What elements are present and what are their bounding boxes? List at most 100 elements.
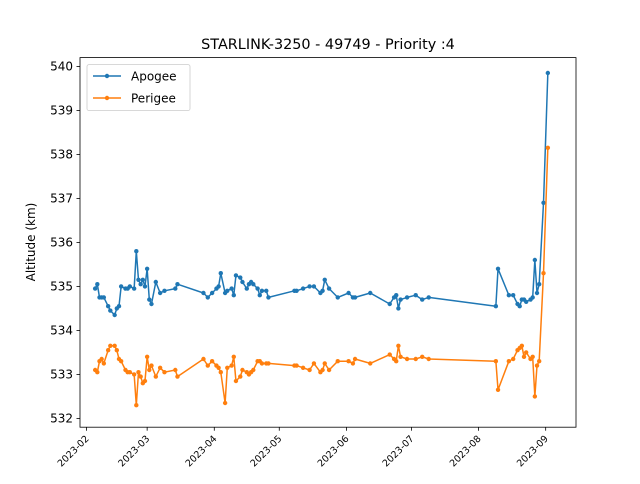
perigee-point (307, 367, 312, 373)
perigee-point (162, 370, 167, 375)
perigee-point (519, 343, 525, 348)
apogee-point (116, 304, 122, 309)
perigee-point (105, 348, 111, 353)
apogee-point (209, 290, 215, 296)
perigee-point (99, 356, 104, 362)
perigee-point (209, 359, 215, 364)
perigee-point (147, 367, 152, 373)
apogee-point (426, 295, 431, 300)
perigee-point (346, 359, 351, 364)
y-tick-label: 535 (50, 280, 73, 294)
apogee-point (398, 297, 403, 302)
apogee-point (225, 288, 230, 293)
legend-apogee-label: Apogee (131, 70, 177, 84)
apogee-point (231, 293, 236, 298)
perigee-point (300, 365, 306, 370)
perigee-point (534, 363, 540, 368)
apogee-point (320, 288, 325, 293)
apogee-point (506, 293, 512, 298)
perigee-point (510, 356, 516, 362)
y-tick-label: 540 (50, 60, 73, 74)
perigee-point (536, 359, 542, 364)
perigee-point (259, 361, 265, 366)
perigee-point (251, 367, 256, 373)
apogee-point (131, 286, 137, 291)
perigee-point (521, 354, 527, 359)
perigee-point (350, 361, 356, 366)
apogee-point (175, 282, 180, 287)
apogee-point (346, 290, 351, 296)
legend: Apogee Perigee (86, 64, 191, 111)
apogee-point (259, 288, 265, 293)
apogee-point (233, 273, 239, 278)
apogee-point (216, 284, 221, 289)
perigee-point (413, 356, 418, 362)
apogee-point (244, 286, 249, 291)
apogee-point (420, 297, 425, 302)
perigee-point (240, 367, 245, 373)
apogee-point (493, 304, 499, 309)
perigee-point (95, 370, 100, 375)
apogee-point (173, 286, 178, 291)
y-tick-label: 538 (50, 148, 73, 162)
y-axis-label: Altitude (km) (24, 203, 38, 282)
perigee-point (233, 378, 239, 384)
apogee-point (157, 290, 163, 296)
perigee-point (225, 365, 230, 370)
apogee-point (545, 70, 551, 76)
perigee-point (495, 387, 501, 392)
apogee-point (92, 286, 98, 291)
apogee-point (394, 293, 399, 298)
apogee-point (251, 282, 256, 287)
perigee-point (157, 365, 163, 370)
y-tick-label: 534 (50, 324, 73, 338)
perigee-point (404, 356, 410, 362)
legend-apogee-marker (104, 73, 110, 79)
perigee-point (506, 359, 512, 364)
perigee-point (131, 372, 137, 377)
apogee-point (387, 301, 392, 307)
perigee-point (322, 361, 327, 366)
apogee-point (266, 295, 271, 300)
apogee-point (105, 304, 111, 309)
perigee-point (238, 374, 243, 379)
apogee-point (136, 277, 141, 282)
perigee-point (112, 343, 117, 348)
apogee-point (495, 266, 501, 271)
apogee-point (205, 295, 210, 300)
apogee-point (255, 286, 260, 291)
perigee-point (294, 363, 299, 368)
perigee-point (205, 363, 210, 368)
chart-title: STARLINK-3250 - 49749 - Priority :4 (201, 37, 455, 53)
legend-perigee-label: Perigee (131, 92, 176, 106)
perigee-point (394, 359, 399, 364)
apogee-point (264, 288, 269, 293)
perigee-point (387, 352, 392, 357)
y-axis-ticks: 532 533 534 535 536 537 538 539 540 (50, 60, 80, 426)
apogee-point (149, 301, 154, 307)
y-tick-label: 533 (50, 368, 73, 382)
perigee-point (108, 343, 113, 348)
perigee-point (134, 403, 139, 408)
perigee-point (523, 350, 529, 355)
apogee-point (142, 284, 148, 289)
perigee-point (426, 356, 431, 362)
apogee-point (134, 249, 139, 254)
perigee-point (231, 354, 236, 359)
apogee-point (326, 286, 332, 291)
apogee-point (534, 290, 540, 296)
perigee-point (532, 394, 538, 399)
perigee-point (545, 145, 551, 150)
perigee-point (396, 343, 401, 348)
apogee-point (541, 200, 546, 205)
perigee-point (335, 359, 340, 364)
plot-frame (79, 57, 577, 428)
apogee-point (300, 286, 306, 291)
apogee-point (118, 284, 124, 289)
y-tick-label: 537 (50, 192, 73, 206)
perigee-point (311, 361, 317, 366)
apogee-point (517, 304, 522, 309)
y-tick-label: 532 (50, 412, 73, 426)
